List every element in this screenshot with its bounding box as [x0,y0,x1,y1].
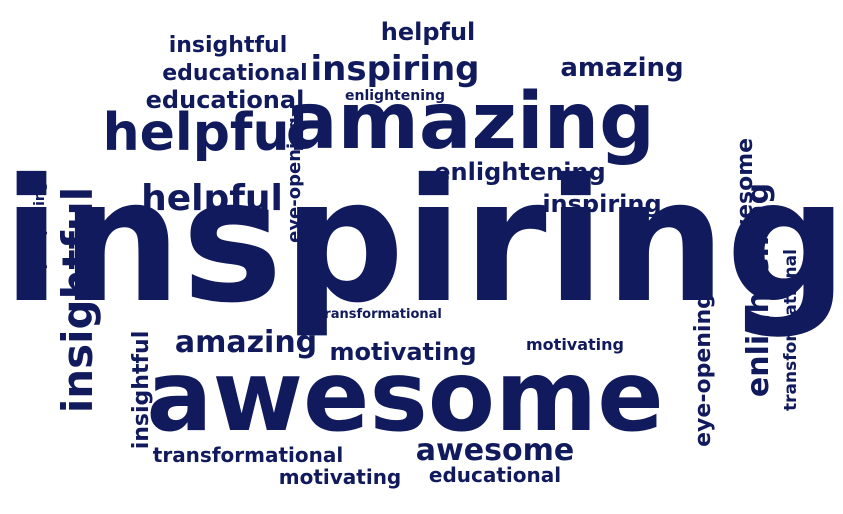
cloud-word: insightful [169,33,288,58]
cloud-word: eye-opening [284,117,305,243]
cloud-word: eye-opening [691,293,716,447]
cloud-word: inspiring [310,49,479,89]
cloud-word: motivating [330,338,477,366]
cloud-word: helpful [103,103,308,163]
cloud-word: inspiring [2,143,843,341]
cloud-word: awesome [416,433,574,468]
cloud-word: enlightening [741,183,776,397]
cloud-word: awesome [146,340,663,454]
cloud-word: motivating [526,335,624,354]
cloud-word: enlightening [434,158,605,186]
cloud-word: helpful [141,178,283,219]
cloud-word: transformational [318,307,442,322]
cloud-word: educational [429,463,561,487]
cloud-word: transformational [781,249,801,411]
cloud-word: transformational [153,443,343,467]
cloud-word: enlightening [345,88,445,104]
cloud-word: motivating [279,465,402,489]
cloud-word: insightful [129,331,154,450]
cloud-word: amazing [175,325,317,360]
cloud-word: eye-opening [32,181,48,279]
cloud-word: awesome [733,138,758,254]
cloud-word: amazing [560,53,683,83]
cloud-word: educational [162,61,307,86]
cloud-word: helpful [381,18,476,46]
cloud-word: educational [146,86,305,114]
cloud-word: insightful [53,187,102,413]
cloud-word: inspiring [542,190,661,218]
cloud-word: amazing [285,77,655,167]
